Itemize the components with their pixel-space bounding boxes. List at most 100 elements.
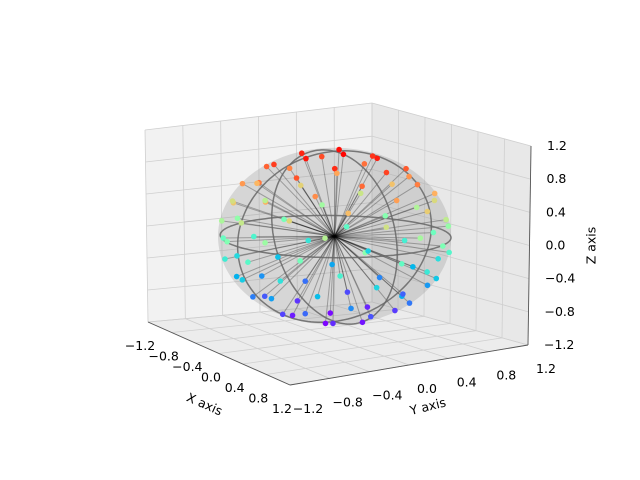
- ray-line: [321, 156, 335, 237]
- data-point: [393, 197, 400, 204]
- data-point: [431, 197, 438, 204]
- axis-grid: [144, 102, 532, 386]
- x-tick-label: 0.4: [225, 380, 245, 395]
- ray-line: [271, 236, 335, 300]
- x-tick-label: −0.8: [148, 349, 178, 364]
- meridian-xz-circle: [271, 149, 398, 325]
- y-tick-label: 0.8: [496, 368, 516, 383]
- data-point: [445, 223, 452, 229]
- data-point: [220, 235, 227, 241]
- ray-line: [334, 235, 443, 247]
- data-point: [297, 182, 304, 189]
- ray-line: [247, 235, 335, 263]
- ray-line: [331, 236, 335, 265]
- ray-line: [334, 235, 366, 254]
- data-point: [233, 273, 240, 280]
- ray-line: [252, 235, 335, 298]
- data-point: [238, 220, 245, 226]
- ray-line: [324, 236, 335, 324]
- data-point: [343, 223, 350, 230]
- data-point: [414, 181, 421, 188]
- data-point: [318, 153, 325, 160]
- data-point: [374, 155, 380, 162]
- x-tick-label: −1.2: [125, 338, 155, 353]
- great-circles: [219, 149, 452, 325]
- data-point: [271, 161, 277, 168]
- ray-line: [301, 153, 335, 237]
- data-point: [302, 310, 309, 317]
- ray-line: [334, 219, 447, 237]
- ray-line: [334, 235, 439, 260]
- data-point: [401, 237, 408, 244]
- data-point: [222, 256, 228, 262]
- ray-line: [334, 236, 352, 309]
- ray-line: [236, 235, 335, 257]
- ray-line: [296, 177, 335, 237]
- data-point: [424, 282, 431, 289]
- sphere-shade: [217, 147, 452, 326]
- ray-line: [314, 196, 335, 237]
- data-point: [262, 197, 268, 204]
- data-point: [361, 161, 368, 167]
- ray-line: [296, 236, 335, 302]
- data-point: [250, 294, 256, 300]
- ray-line: [258, 182, 335, 237]
- ray-line: [334, 236, 410, 304]
- ray-line: [334, 149, 340, 237]
- data-point: [440, 243, 446, 249]
- ray-line: [308, 235, 335, 241]
- data-point: [261, 293, 268, 300]
- data-point: [446, 249, 452, 256]
- ray-line: [334, 172, 387, 237]
- data-point: [359, 183, 365, 190]
- data-point: [417, 235, 424, 241]
- ray-line: [273, 164, 335, 237]
- data-point: [263, 163, 270, 170]
- data-point: [329, 261, 335, 268]
- ray-line: [289, 220, 335, 237]
- grid-line: [145, 135, 373, 163]
- ray-line: [334, 235, 421, 239]
- data-point: [224, 238, 230, 245]
- data-point: [322, 235, 328, 241]
- ray-line: [334, 200, 397, 237]
- data-point: [218, 218, 225, 224]
- ray-line: [334, 206, 417, 237]
- data-point: [376, 274, 383, 281]
- data-point: [322, 320, 329, 327]
- ray-line: [334, 235, 414, 268]
- data-point: [337, 273, 343, 279]
- ray-line: [265, 201, 335, 237]
- ray-line: [334, 235, 404, 295]
- data-point: [312, 193, 319, 200]
- data-point: [281, 216, 287, 223]
- ray-line: [256, 182, 335, 237]
- x-tick-label: 0.0: [201, 370, 221, 385]
- ray-line: [334, 235, 405, 242]
- data-point: [314, 293, 321, 300]
- z-tick-label: 1.2: [547, 138, 567, 153]
- y-axis-label: Y axis: [407, 394, 447, 418]
- y-tick-label: 0.4: [457, 374, 477, 389]
- z-tick-label: −0.4: [545, 271, 575, 286]
- back-left-pane: [145, 103, 372, 322]
- ray-line: [334, 236, 403, 297]
- data-point: [293, 175, 300, 181]
- ray-line: [266, 166, 335, 237]
- ray-line: [242, 235, 335, 281]
- data-point: [340, 151, 347, 158]
- ray-line: [236, 235, 335, 278]
- data-point: [334, 170, 340, 177]
- data-point: [364, 304, 371, 310]
- ray-line: [334, 155, 374, 237]
- data-point: [365, 248, 371, 254]
- ray-line: [241, 222, 335, 237]
- data-point: [279, 311, 286, 318]
- ray-line: [283, 218, 335, 237]
- y-tick-label: 0.0: [417, 381, 437, 396]
- x-tick-label: 0.8: [248, 391, 268, 406]
- ray-line: [304, 236, 335, 314]
- ray-line: [334, 225, 449, 237]
- z-tick-label: 0.0: [546, 238, 566, 253]
